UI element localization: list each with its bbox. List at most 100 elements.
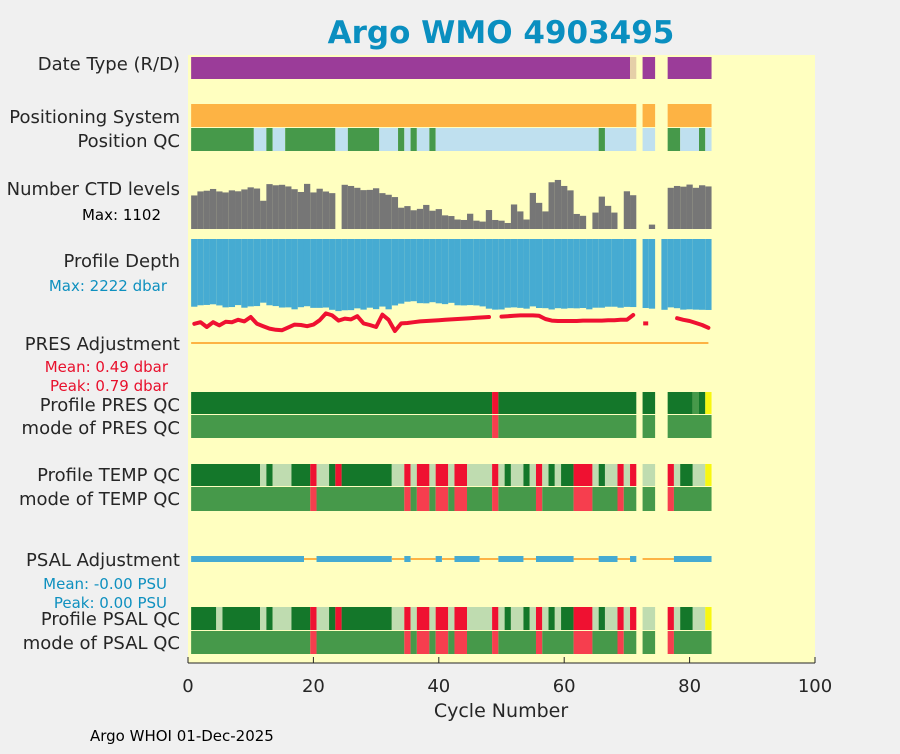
profile-psal-qc-row-segment: [592, 607, 599, 630]
mode-psal-qc-row-segment: [673, 631, 712, 654]
profile-depth-bar: [222, 239, 229, 308]
ctd-level-bar: [630, 195, 637, 229]
ctd-level-bar: [303, 183, 311, 229]
profile-temp-qc-row-segment: [535, 464, 543, 486]
mode-temp-qc-row-segment: [435, 487, 449, 511]
ctd-level-bar: [535, 202, 543, 229]
label-positioning-system: Positioning System: [9, 107, 180, 128]
profile-depth-bar: [435, 239, 442, 304]
profile-pres-qc-row-segment: [667, 392, 693, 414]
profile-depth-bar: [341, 239, 348, 311]
profile-temp-qc-row-segment: [410, 464, 417, 486]
psal-adjustment-segment: [498, 556, 524, 562]
profile-temp-qc-row-segment: [492, 464, 499, 486]
profile-depth-bar: [310, 239, 317, 308]
profile-temp-qc-row: [191, 464, 712, 486]
ctd-level-bar: [680, 186, 687, 229]
ctd-level-bar: [498, 220, 505, 229]
profile-depth-bar: [623, 239, 631, 307]
positioning-system-row-segment: [191, 104, 637, 127]
ctd-level-bar: [235, 191, 242, 229]
ctd-level-bar: [510, 204, 518, 229]
profile-depth-bar: [285, 239, 292, 308]
ctd-level-bar: [485, 210, 493, 229]
profile-depth-bar: [278, 239, 286, 308]
profile-psal-qc-row-segment: [623, 607, 631, 630]
profile-depth-bar: [510, 239, 518, 308]
profile-depth-bar: [247, 239, 254, 307]
profile-depth-bar: [197, 239, 204, 306]
psal-adjustment-segment: [535, 556, 574, 562]
date-type-row-segment: [642, 57, 656, 79]
profile-psal-qc-row-segment: [598, 607, 605, 630]
mode-psal-qc-row-segment: [310, 631, 317, 654]
mode-psal-qc-row-segment: [191, 631, 311, 654]
profile-pres-qc-row-segment: [191, 392, 493, 414]
profile-depth-bar: [423, 239, 430, 304]
label-mode-temp-qc: mode of TEMP QC: [19, 489, 180, 510]
profile-psal-qc-row-segment: [673, 607, 681, 630]
profile-temp-qc-row-segment: [404, 464, 411, 486]
profile-psal-qc-row-segment: [680, 607, 693, 630]
ctd-level-bar: [247, 187, 254, 229]
profile-depth-bar: [473, 239, 480, 306]
profile-temp-qc-row-segment: [592, 464, 599, 486]
date-type-row-segment: [667, 57, 712, 79]
ctd-level-bar: [573, 213, 580, 229]
mode-psal-qc-row-segment: [416, 631, 430, 654]
chart-title: Argo WMO 4903495: [328, 15, 675, 51]
ctd-level-bar: [360, 190, 367, 229]
profile-depth-bar: [354, 239, 361, 309]
profile-psal-qc-row-segment: [454, 607, 468, 630]
profile-psal-qc-row-segment: [329, 607, 336, 630]
profile-psal-qc-row-segment: [492, 607, 499, 630]
profile-psal-qc-row-segment: [510, 607, 524, 630]
profile-depth-bar: [498, 239, 505, 310]
mode-temp-qc-row-segment: [429, 487, 436, 511]
psal-adjustment-segment: [479, 558, 499, 560]
mode-psal-qc-row-segment: [542, 631, 574, 654]
profile-depth-bar: [291, 239, 298, 310]
profile-depth-bar: [316, 239, 323, 308]
psal-adjustment-segment: [598, 556, 618, 562]
profile-psal-qc-row-segment: [310, 607, 317, 630]
depth-max-annotation: Max: 2222 dbar: [49, 277, 168, 295]
mode-pres-qc-row-segment: [492, 415, 499, 438]
ctd-level-bar: [385, 194, 392, 229]
position-qc-row-segment: [335, 128, 348, 151]
profile-psal-qc-row-segment: [498, 607, 505, 630]
profile-temp-qc-row-segment: [391, 464, 405, 486]
profile-depth-bar: [648, 239, 656, 309]
profile-temp-qc-row-segment: [554, 464, 562, 486]
ctd-level-bar: [322, 191, 330, 229]
ctd-level-bar: [354, 187, 361, 229]
profile-psal-qc-row-segment: [316, 607, 330, 630]
mode-psal-qc-row-segment: [467, 631, 493, 654]
profile-depth-bar: [379, 239, 386, 307]
profile-depth-bar: [567, 239, 574, 309]
label-mode-pres-qc: mode of PRES QC: [22, 418, 180, 439]
mode-psal-qc-row-segment: [454, 631, 468, 654]
mode-pres-qc-row-segment: [191, 415, 493, 438]
profile-psal-qc-row-segment: [291, 607, 311, 630]
psal-adjustment-plot: [191, 556, 712, 562]
mode-psal-qc-row-segment: [404, 631, 411, 654]
pres-mean-annotation: Mean: 0.49 dbar: [45, 358, 169, 376]
profile-psal-qc-row-segment: [222, 607, 261, 630]
position-qc-row-segment: [699, 128, 706, 151]
ctd-level-bar: [222, 192, 229, 229]
mode-temp-qc-row-segment: [191, 487, 311, 511]
ctd-level-bar: [391, 197, 399, 229]
ctd-level-bar: [492, 219, 499, 229]
ctd-level-bar: [260, 200, 267, 229]
profile-temp-qc-row-segment: [642, 464, 656, 486]
x-tick-label: 20: [302, 676, 325, 697]
mode-temp-qc-row-segment: [448, 487, 455, 511]
ctd-level-bar: [611, 212, 618, 229]
profile-psal-qc-row-segment: [191, 607, 217, 630]
mode-temp-qc-row-segment: [673, 487, 712, 511]
mode-pres-qc-row-segment: [667, 415, 712, 438]
profile-temp-qc-row-segment: [630, 464, 637, 486]
profile-pres-qc-row-segment: [705, 392, 712, 414]
